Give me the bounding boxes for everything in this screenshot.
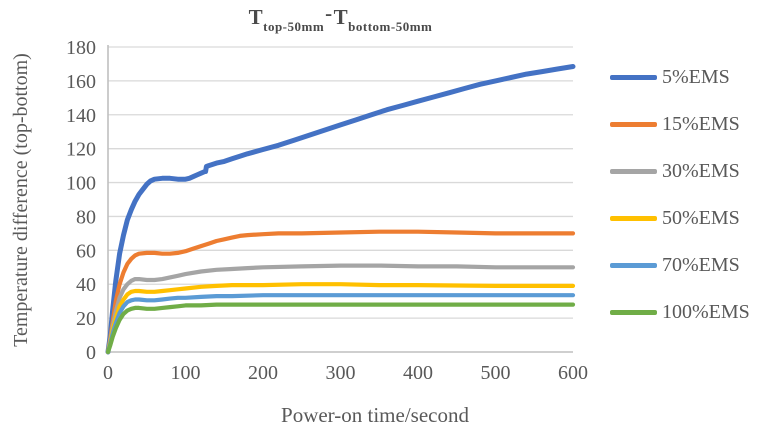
x-axis-title: Power-on time/second [281,403,469,427]
legend-label: 50%EMS [662,207,740,229]
legend-swatch-100-ems [610,310,657,315]
title-sub2: bottom-50mm [348,19,433,35]
legend-label: 70%EMS [662,254,740,276]
y-tick-label: 40 [76,274,96,296]
legend-swatch-70-ems [610,263,657,268]
title-t2: T [333,5,349,29]
x-tick-label: 0 [103,362,113,384]
legend-label: 15%EMS [662,113,740,135]
series-line-100-ems [105,302,576,355]
y-tick-label: 60 [76,240,96,262]
legend-item: 70%EMS [610,242,760,289]
x-tick-label: 200 [248,362,278,384]
x-tick-label: 600 [558,362,588,384]
series-line-5-ems [105,64,576,355]
legend-swatch-30-ems [610,169,657,174]
title-sub1: top-50mm [263,19,325,35]
y-tick-label: 80 [76,206,96,228]
legend-label: 100%EMS [662,301,750,323]
y-tick-label: 20 [76,308,96,330]
title-t1: T [248,5,264,29]
legend-swatch-5-ems [610,75,657,80]
title-separator: - [325,1,333,25]
y-tick-label: 120 [66,139,96,161]
y-tick-label: 160 [66,71,96,93]
legend-label: 5%EMS [662,66,730,88]
legend: 5%EMS 15%EMS 30%EMS 50%EMS 70%EMS 100%EM… [610,54,760,336]
y-tick-label: 140 [66,105,96,127]
y-tick-label: 180 [66,37,96,59]
x-tick-label: 500 [481,362,511,384]
legend-item: 50%EMS [610,195,760,242]
y-tick-label: 0 [86,342,96,364]
series-line-70-ems [105,293,576,355]
series-line-30-ems [105,263,576,355]
x-tick-label: 300 [326,362,356,384]
series-line-50-ems [105,282,576,355]
chart-title: Ttop-50mm-Tbottom-50mm [108,1,573,35]
x-tick-label: 100 [171,362,201,384]
series-line-15-ems [105,229,576,355]
legend-swatch-15-ems [610,122,657,127]
legend-swatch-50-ems [610,216,657,221]
legend-item: 15%EMS [610,101,760,148]
legend-item: 100%EMS [610,289,760,336]
x-tick-label: 400 [403,362,433,384]
legend-item: 5%EMS [610,54,760,101]
legend-label: 30%EMS [662,160,740,182]
y-axis-title: Temperature difference (top-bottom) [10,53,32,347]
y-tick-label: 100 [66,173,96,195]
legend-item: 30%EMS [610,148,760,195]
